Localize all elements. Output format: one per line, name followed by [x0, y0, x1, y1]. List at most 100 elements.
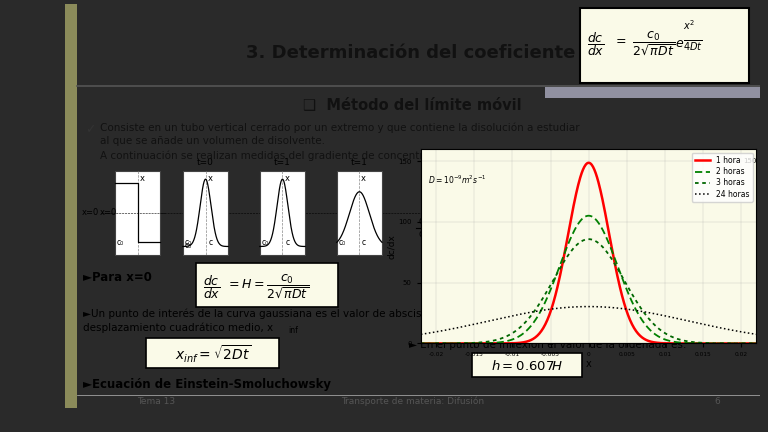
Text: c: c — [362, 238, 366, 247]
Text: A continuación se realizan medidas del gradiente de concentración a distintos ti: A continuación se realizan medidas del g… — [100, 150, 558, 161]
Text: x: x — [361, 175, 366, 184]
3 horas — [598, 245, 607, 250]
Text: $\dfrac{dc}{dx}$: $\dfrac{dc}{dx}$ — [203, 273, 220, 301]
Text: ►Ecuación de Einstein-Smoluchowsky: ►Ecuación de Einstein-Smoluchowsky — [84, 378, 331, 391]
Text: desplazamiento cuadrático medio, x: desplazamiento cuadrático medio, x — [84, 322, 273, 333]
Text: $\overline{4Dt}$: $\overline{4Dt}$ — [684, 38, 703, 53]
1 hora — [752, 341, 761, 346]
Text: t=1: t=1 — [351, 158, 368, 167]
Text: c: c — [208, 238, 213, 247]
Text: c₀: c₀ — [185, 238, 192, 247]
1 hora — [578, 169, 587, 174]
2 horas — [598, 228, 607, 233]
Bar — [260, 171, 305, 255]
1 hora — [598, 200, 607, 205]
24 horas — [744, 330, 753, 336]
1 hora — [617, 290, 626, 295]
Line: 1 hora: 1 hora — [421, 163, 756, 343]
Y-axis label: dc/dx: dc/dx — [386, 234, 396, 259]
Bar — [65, 4, 77, 408]
Text: al que se añade un volumen de disolvente.: al que se añade un volumen de disolvente… — [100, 136, 325, 146]
24 horas — [576, 304, 585, 309]
Text: t=0: t=0 — [197, 158, 214, 167]
Text: $x^2$: $x^2$ — [684, 18, 696, 32]
24 horas — [692, 320, 701, 325]
Bar — [183, 171, 228, 255]
Bar — [337, 171, 382, 255]
1 hora — [416, 341, 425, 346]
24 horas — [617, 306, 626, 311]
3 horas — [617, 273, 626, 278]
Text: $= H = \dfrac{c_0}{2\sqrt{\pi Dt}}$: $= H = \dfrac{c_0}{2\sqrt{\pi Dt}}$ — [227, 273, 310, 301]
Text: $e$: $e$ — [675, 37, 684, 50]
24 horas — [752, 332, 761, 337]
X-axis label: x: x — [586, 359, 591, 369]
Text: Transporte de materia: Difusión: Transporte de materia: Difusión — [341, 397, 485, 407]
Line: 3 horas: 3 horas — [421, 239, 756, 343]
2 horas — [584, 213, 593, 218]
2 horas — [692, 341, 701, 346]
Text: $x_{inf} = \sqrt{2Dt}$: $x_{inf} = \sqrt{2Dt}$ — [174, 343, 251, 365]
Bar — [545, 86, 760, 98]
Text: 6: 6 — [714, 397, 720, 406]
FancyBboxPatch shape — [581, 8, 750, 83]
Text: ►Un punto de interés de la curva gaussiana es el valor de abscisas en el punto d: ►Un punto de interés de la curva gaussia… — [84, 308, 570, 319]
24 horas — [598, 305, 607, 310]
Text: x: x — [207, 175, 213, 184]
Text: t=1: t=1 — [274, 158, 291, 167]
Text: c₀: c₀ — [339, 238, 346, 247]
Text: c₀: c₀ — [185, 241, 192, 250]
2 horas — [744, 341, 753, 346]
Text: ► En el punto de inflexión el valor de la ordenada es:: ► En el punto de inflexión el valor de l… — [409, 339, 687, 349]
Text: Tema 13: Tema 13 — [137, 397, 175, 406]
24 horas — [584, 304, 593, 309]
Text: inf: inf — [288, 326, 298, 335]
3 horas — [576, 239, 585, 245]
2 horas — [617, 273, 626, 278]
2 horas — [578, 216, 587, 221]
3 horas — [692, 340, 701, 345]
Text: x: x — [140, 175, 144, 184]
Text: c₀: c₀ — [262, 238, 269, 247]
24 horas — [416, 332, 425, 337]
Text: c: c — [285, 238, 290, 247]
2 horas — [576, 219, 585, 224]
2 horas — [416, 341, 425, 346]
3 horas — [416, 341, 425, 346]
Text: $=\ \dfrac{c_0}{2\sqrt{\pi Dt}}$: $=\ \dfrac{c_0}{2\sqrt{\pi Dt}}$ — [613, 29, 675, 57]
3 horas — [752, 341, 761, 346]
Text: c: c — [316, 262, 321, 271]
3 horas — [578, 238, 587, 243]
Text: dc: dc — [419, 216, 430, 226]
Text: dx: dx — [419, 229, 430, 239]
Text: ✓: ✓ — [85, 123, 96, 136]
FancyBboxPatch shape — [472, 353, 582, 378]
Line: 2 horas: 2 horas — [421, 216, 756, 343]
Text: 3. Determinación del coeficiente de difusión D: 3. Determinación del coeficiente de difu… — [247, 44, 716, 62]
Text: c: c — [240, 262, 244, 271]
Text: ►Para x=0: ►Para x=0 — [84, 271, 152, 284]
1 hora — [744, 341, 753, 346]
FancyBboxPatch shape — [196, 264, 338, 307]
2 horas — [752, 341, 761, 346]
FancyBboxPatch shape — [146, 338, 279, 368]
Text: x=0: x=0 — [100, 208, 117, 217]
Text: $\dfrac{dc}{dx}$: $\dfrac{dc}{dx}$ — [588, 30, 605, 57]
Line: 24 horas: 24 horas — [421, 307, 756, 334]
1 hora — [584, 160, 593, 165]
Legend: 1 hora, 2 horas, 3 horas, 24 horas: 1 hora, 2 horas, 3 horas, 24 horas — [692, 153, 753, 202]
3 horas — [584, 237, 593, 242]
Text: c₀: c₀ — [117, 238, 124, 247]
Text: ❑  Método del límite móvil: ❑ Método del límite móvil — [303, 98, 522, 113]
Text: Consiste en un tubo vertical cerrado por un extremo y que contiene la disolución: Consiste en un tubo vertical cerrado por… — [100, 122, 579, 133]
3 horas — [744, 341, 753, 346]
Text: x=0: x=0 — [81, 208, 99, 217]
Text: c₀: c₀ — [201, 262, 210, 271]
Text: $h = 0.607H$: $h = 0.607H$ — [491, 359, 563, 373]
Bar — [115, 171, 161, 255]
Text: 150: 150 — [743, 158, 756, 164]
1 hora — [692, 341, 701, 346]
Text: x: x — [284, 175, 290, 184]
24 horas — [578, 304, 587, 309]
Text: $D=10^{-9}m^{2}s^{-1}$: $D=10^{-9}m^{2}s^{-1}$ — [429, 173, 487, 186]
